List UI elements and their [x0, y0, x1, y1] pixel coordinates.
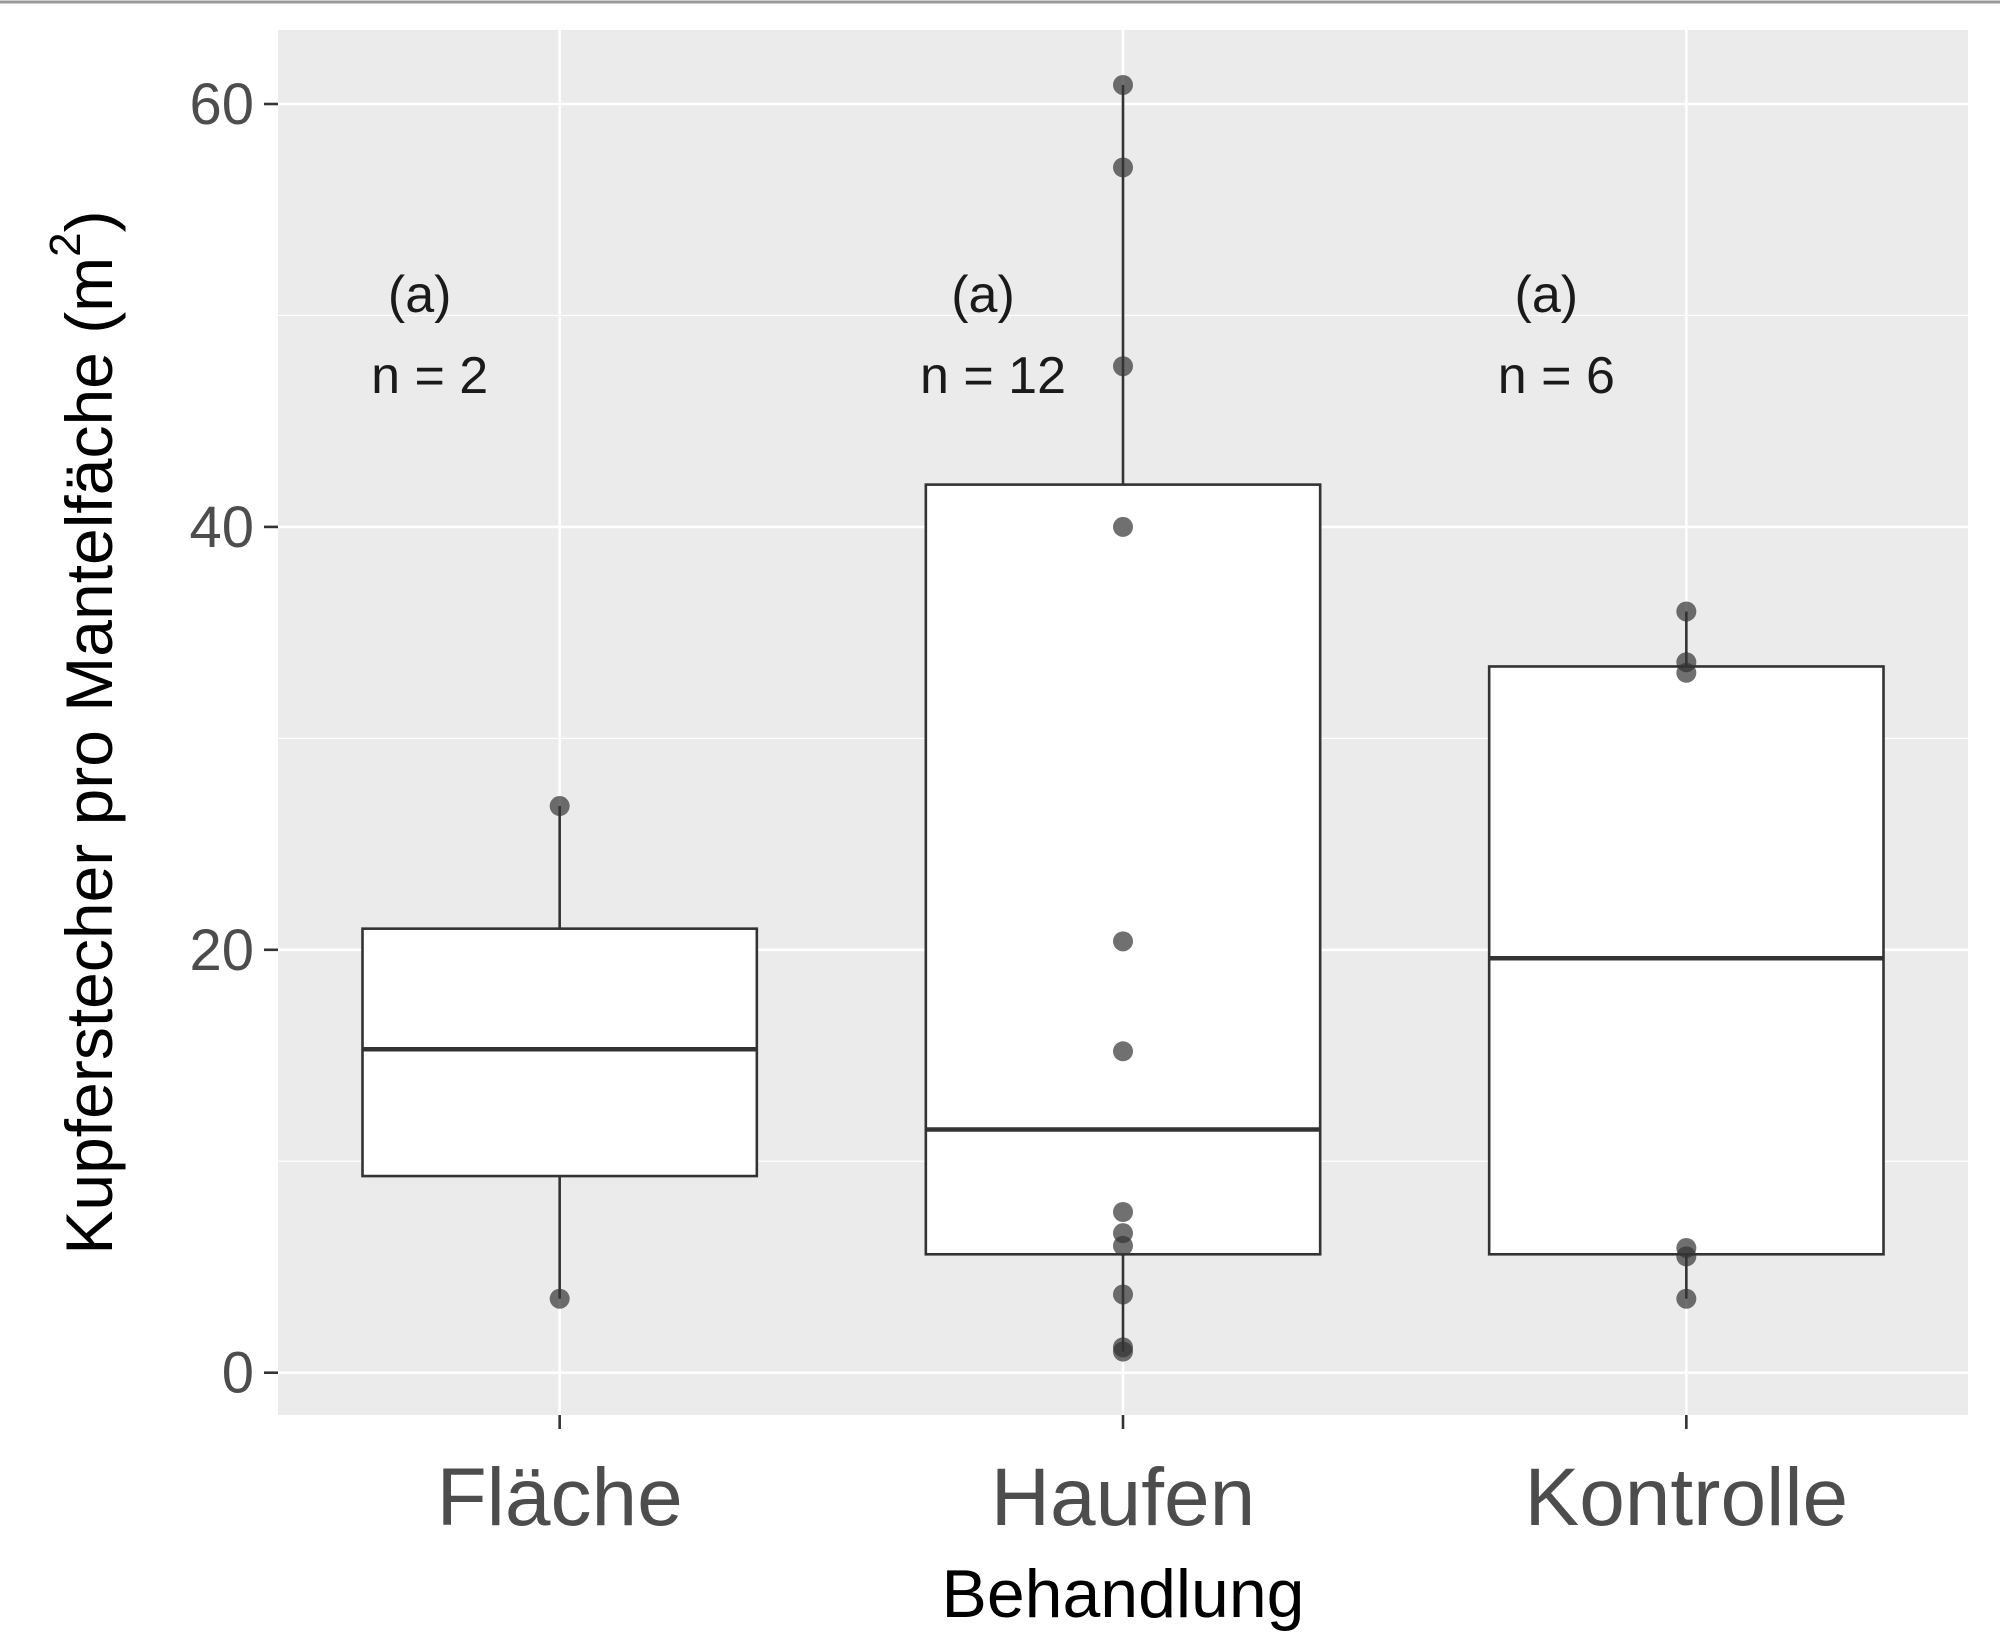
y-tick-label: 60 — [189, 72, 254, 137]
data-point — [1113, 74, 1133, 95]
box — [361, 927, 759, 1178]
sample-size-label: n = 12 — [920, 347, 1066, 405]
group-letter: (a) — [951, 266, 1015, 324]
data-point — [1113, 1041, 1133, 1062]
data-point — [1113, 931, 1133, 952]
y-axis-title-main: Kupferstecher pro Mantelfäche (m — [52, 257, 126, 1255]
data-point — [1676, 1237, 1697, 1258]
y-tick-label: 20 — [189, 918, 254, 983]
data-point — [1113, 1223, 1133, 1244]
x-axis-title: Behandlung — [941, 1556, 1304, 1632]
data-point — [1113, 1202, 1133, 1223]
sample-size-label: n = 2 — [371, 347, 488, 405]
data-point — [1676, 1288, 1697, 1309]
x-tick-label: Fläche — [437, 1452, 683, 1543]
x-axis: Fläche Haufen Kontrolle — [437, 1415, 1849, 1543]
y-tick-label: 0 — [222, 1341, 254, 1406]
medians — [362, 956, 1884, 1132]
data-point — [1113, 157, 1133, 178]
y-axis: 0 20 40 60 — [189, 72, 278, 1406]
data-point — [1113, 1284, 1133, 1305]
data-points — [549, 74, 1697, 1362]
data-point — [1676, 601, 1697, 622]
data-point — [1113, 516, 1133, 537]
y-axis-title-close: ) — [52, 210, 126, 232]
x-tick-label: Haufen — [991, 1452, 1255, 1543]
data-point — [1113, 356, 1133, 377]
y-axis-title-superscript: 2 — [41, 232, 90, 256]
group-letter: (a) — [388, 266, 452, 324]
annotations: (a) n = 2 (a) n = 12 (a) n = 6 — [371, 266, 1615, 405]
sample-size-label: n = 6 — [1498, 347, 1615, 405]
box — [924, 483, 1322, 1256]
x-tick-label: Kontrolle — [1525, 1452, 1849, 1543]
group-letter: (a) — [1515, 266, 1579, 324]
data-point — [1676, 652, 1697, 673]
data-point — [1113, 1337, 1133, 1358]
y-tick-label: 40 — [189, 495, 254, 560]
y-axis-title: Kupferstecher pro Mantelfäche (m2) — [41, 210, 126, 1254]
data-point — [549, 1288, 570, 1309]
data-point — [549, 796, 570, 817]
